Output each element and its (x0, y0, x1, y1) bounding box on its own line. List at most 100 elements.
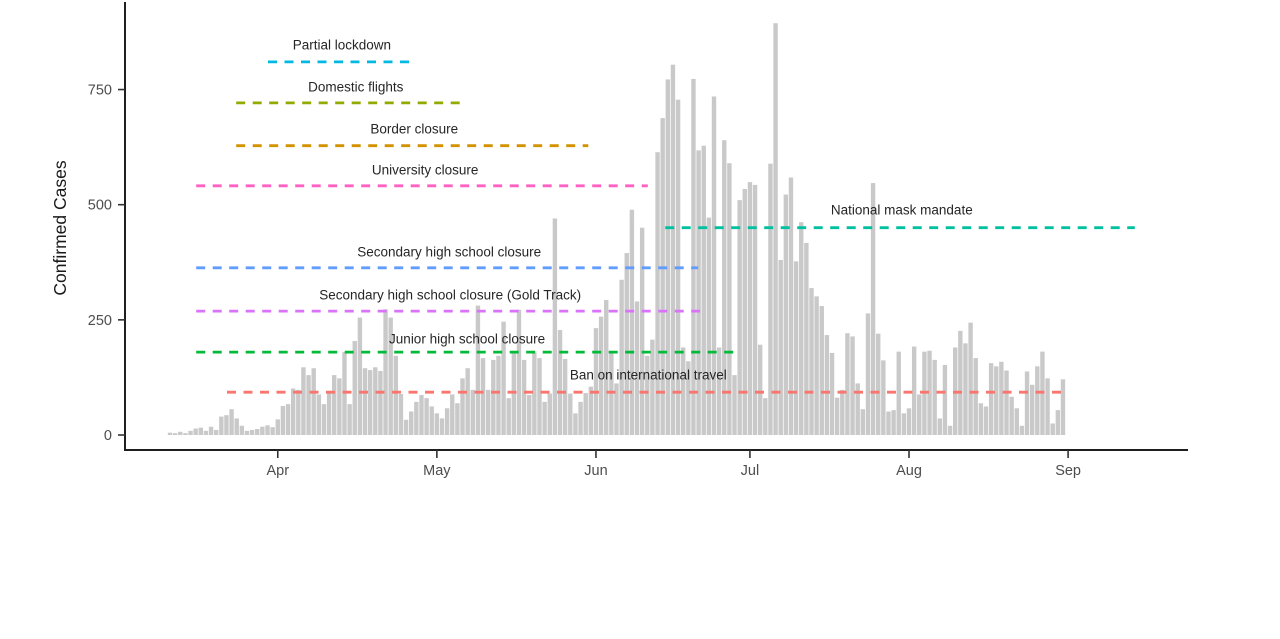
bar (855, 383, 860, 435)
bar (547, 393, 552, 435)
bar (234, 418, 239, 435)
bar (347, 404, 352, 435)
bar (691, 78, 696, 436)
bar (829, 353, 835, 435)
annotation-label-secondary-high-school-closure: Secondary high school closure (357, 245, 541, 260)
bar (686, 361, 691, 435)
bar (465, 368, 470, 435)
bar (932, 359, 937, 435)
bar (383, 309, 388, 435)
bar (650, 339, 655, 435)
bar (763, 398, 768, 435)
bar (737, 200, 742, 435)
bar (876, 333, 881, 435)
bar (722, 140, 727, 435)
bar (193, 428, 198, 435)
annotation-label-secondary-high-school-closure-gold-track: Secondary high school closure (Gold Trac… (319, 288, 581, 303)
bar (588, 386, 594, 435)
bar (1019, 425, 1025, 435)
bar (424, 398, 429, 435)
bar (696, 150, 701, 435)
bar (419, 394, 424, 435)
bar (583, 393, 588, 435)
annotation-label-border-closure: Border closure (370, 122, 458, 137)
bar (414, 401, 419, 435)
bar (752, 184, 758, 435)
bar (840, 389, 845, 435)
bar (804, 242, 809, 435)
bar (213, 429, 219, 435)
bar (388, 317, 393, 435)
bar (480, 358, 486, 435)
bar (378, 370, 383, 435)
bar (229, 409, 234, 435)
bar (321, 404, 327, 435)
bar (562, 359, 568, 435)
bar (188, 430, 193, 435)
bar (757, 344, 763, 435)
bar (988, 363, 994, 435)
bar (178, 431, 183, 435)
bar (260, 426, 265, 435)
bar (609, 353, 614, 435)
bar (793, 261, 799, 435)
bar (917, 394, 922, 435)
bar (942, 364, 948, 435)
bar (506, 398, 511, 435)
bar (439, 418, 445, 435)
bar (824, 335, 830, 435)
bar (332, 375, 337, 435)
bar (711, 96, 717, 436)
bar (701, 145, 706, 436)
bar (290, 388, 296, 435)
bar (768, 163, 773, 435)
bar (516, 309, 522, 435)
bar (999, 361, 1004, 435)
bar (224, 415, 229, 435)
bar (958, 330, 963, 435)
bar (783, 194, 789, 435)
bar (978, 403, 984, 435)
bar (167, 432, 173, 435)
bar (403, 419, 409, 435)
bar (198, 427, 203, 435)
bar (455, 403, 460, 435)
bar (527, 394, 532, 435)
bar (634, 301, 640, 435)
bar (1004, 370, 1009, 435)
bar (537, 358, 542, 435)
bar (742, 189, 747, 435)
bar (778, 259, 783, 435)
bar (865, 313, 871, 435)
bar (645, 355, 650, 435)
bar (434, 413, 440, 435)
y-tick-label: 0 (104, 428, 112, 444)
bar (460, 378, 465, 435)
bar (409, 411, 414, 435)
bar (1050, 423, 1055, 436)
bar (947, 425, 953, 435)
annotation-label-university-closure: University closure (372, 163, 479, 178)
bar (280, 405, 286, 435)
bar (593, 328, 599, 435)
bar (906, 408, 912, 435)
bar (496, 355, 501, 435)
bar (450, 394, 455, 435)
bar (398, 394, 404, 435)
bar (357, 317, 363, 435)
bar (183, 433, 188, 435)
bar (681, 347, 686, 435)
annotation-lines-group: Partial lockdown Domestic flights Border c… (196, 37, 1135, 394)
bar (819, 306, 824, 435)
bar (886, 411, 891, 435)
bar (994, 366, 999, 435)
bar (311, 368, 316, 435)
x-tick-label: Aug (896, 463, 922, 479)
y-tick-label: 750 (88, 83, 112, 99)
bar (1014, 408, 1019, 435)
bar (968, 322, 973, 435)
bar (270, 427, 275, 435)
bar (1009, 396, 1014, 435)
bar (367, 370, 373, 435)
